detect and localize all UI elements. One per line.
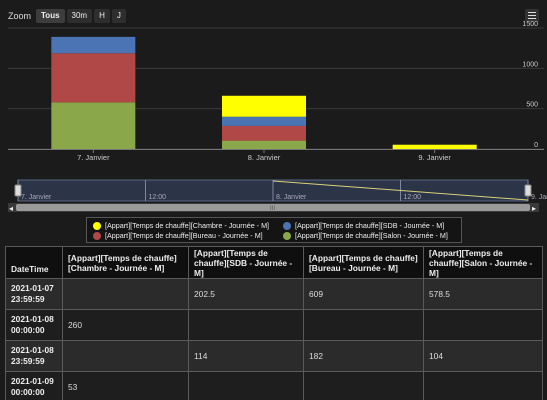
- cell-chambre: [62, 278, 189, 310]
- navigator-handle: [524, 184, 532, 197]
- navigator: 7. Janvier 12:00 8. Janvier 12:00 9. Janvier…: [8, 179, 547, 213]
- y-axis: 0 500 1000 1500: [522, 21, 538, 149]
- legend-label: [Appart][Temps de chauffe][Salon - Journ…: [295, 231, 448, 240]
- legend-item-sdb[interactable]: [Appart][Temps de chauffe][SDB - Journée…: [283, 221, 463, 230]
- cell-sdb: [188, 309, 304, 341]
- cell-bureau: [303, 371, 424, 400]
- y-tick-label: 0: [534, 142, 538, 149]
- y-tick-label: 1000: [522, 61, 538, 68]
- cell-sdb: [188, 371, 304, 400]
- legend-label: [Appart][Temps de chauffe][Bureau - Jour…: [105, 231, 263, 240]
- legend-item-chambre[interactable]: [Appart][Temps de chauffe][Chambre - Jou…: [93, 221, 283, 230]
- cell-bureau: [303, 309, 424, 341]
- legend-dot-icon: [283, 231, 291, 240]
- bar-segment: [51, 53, 136, 103]
- column-header-salon[interactable]: [Appart][Temps de chauffe][Salon - Journ…: [423, 246, 543, 279]
- column-header-chambre[interactable]: [Appart][Temps de chauffe][Chambre - Jou…: [62, 246, 189, 279]
- chart-bars: [51, 36, 477, 149]
- navigator-series-line: [272, 180, 529, 201]
- x-tick-label: 7. Janvier: [77, 153, 110, 162]
- cell-datetime: 2021-01-08 00:00:00: [5, 309, 63, 341]
- hamburger-menu-icon[interactable]: [525, 9, 539, 22]
- cell-sdb: 114: [188, 340, 304, 372]
- column-header-bureau[interactable]: [Appart][Temps de chauffe][Bureau - Jour…: [303, 246, 424, 279]
- legend-label: [Appart][Temps de chauffe][Chambre - Jou…: [105, 221, 270, 230]
- stacked-bar-chart: 7. Janvier 8. Janvier 9. Janvier 0 500 1000 1…: [8, 21, 547, 213]
- x-tick-label: 8. Janvier: [248, 153, 281, 162]
- scroll-right-arrow-icon: ▸: [532, 204, 536, 213]
- bar-segment: [392, 144, 477, 149]
- cell-chambre: 260: [62, 309, 189, 341]
- cell-sdb: 202.5: [188, 278, 304, 310]
- scroll-left-arrow-icon: ◂: [9, 204, 13, 213]
- bar-segment: [222, 125, 306, 141]
- cell-salon: [423, 371, 543, 400]
- data-table: DateTime [Appart][Temps de chauffe][Cham…: [5, 246, 543, 400]
- zoom-button-all[interactable]: Tous: [36, 9, 65, 23]
- legend-item-bureau[interactable]: [Appart][Temps de chauffe][Bureau - Jour…: [93, 231, 283, 240]
- bar-segment: [222, 95, 306, 117]
- bar-segment: [222, 140, 306, 149]
- y-tick-label: 1500: [522, 21, 538, 28]
- zoom-toolbar: Zoom Tous 30m H J: [8, 9, 126, 23]
- column-header-sdb[interactable]: [Appart][Temps de chauffe][SDB - Journée…: [188, 246, 304, 279]
- chart-legend: [Appart][Temps de chauffe][Chambre - Jou…: [86, 217, 462, 243]
- x-tick-label: 9. Janvier: [418, 153, 451, 162]
- legend-dot-icon: [283, 221, 291, 230]
- cell-bureau: 609: [303, 278, 424, 310]
- zoom-button-30m[interactable]: 30m: [66, 9, 93, 23]
- bar-segment: [222, 116, 306, 126]
- legend-dot-icon: [93, 231, 101, 240]
- scrollbar-grip-icon: III: [270, 206, 275, 212]
- cell-bureau: 182: [303, 340, 424, 372]
- zoom-button-hour[interactable]: H: [94, 9, 110, 23]
- cell-datetime: 2021-01-08 23:59:59: [5, 340, 63, 372]
- x-axis: 7. Janvier 8. Janvier 9. Janvier: [77, 149, 451, 162]
- cell-chambre: 53: [62, 371, 189, 400]
- navigator-label: 8. Janvier: [276, 194, 307, 201]
- legend-label: [Appart][Temps de chauffe][SDB - Journée…: [295, 221, 445, 230]
- bar-segment: [51, 102, 136, 149]
- scrollbar-thumb: [16, 204, 530, 211]
- navigator-label: 12:00: [149, 194, 167, 201]
- table-header-row: DateTime [Appart][Temps de chauffe][Cham…: [5, 246, 543, 279]
- cell-datetime: 2021-01-07 23:59:59: [5, 278, 63, 310]
- column-header-datetime[interactable]: DateTime: [5, 246, 63, 279]
- legend-dot-icon: [93, 221, 101, 230]
- zoom-button-day[interactable]: J: [111, 9, 126, 23]
- y-tick-label: 500: [526, 102, 538, 109]
- cell-chambre: [62, 340, 189, 372]
- cell-salon: 104: [423, 340, 543, 372]
- table-row: 2021-01-08 00:00:00 260: [5, 309, 543, 341]
- legend-item-salon[interactable]: [Appart][Temps de chauffe][Salon - Journ…: [283, 231, 463, 240]
- cell-salon: 578.5: [423, 278, 543, 310]
- navigator-handle: [14, 184, 22, 197]
- zoom-label: Zoom: [8, 11, 32, 21]
- navigator-label: 12:00: [404, 194, 422, 201]
- table-row: 2021-01-08 23:59:59 114 182 104: [5, 340, 543, 372]
- table-row: 2021-01-07 23:59:59 202.5 609 578.5: [5, 278, 543, 310]
- navigator-label: 9. Janvier: [531, 194, 547, 201]
- navigator-label: 7. Janvier: [21, 194, 52, 201]
- bar-segment: [51, 36, 136, 54]
- cell-datetime: 2021-01-09 00:00:00: [5, 371, 63, 400]
- table-row: 2021-01-09 00:00:00 53: [5, 371, 543, 400]
- cell-salon: [423, 309, 543, 341]
